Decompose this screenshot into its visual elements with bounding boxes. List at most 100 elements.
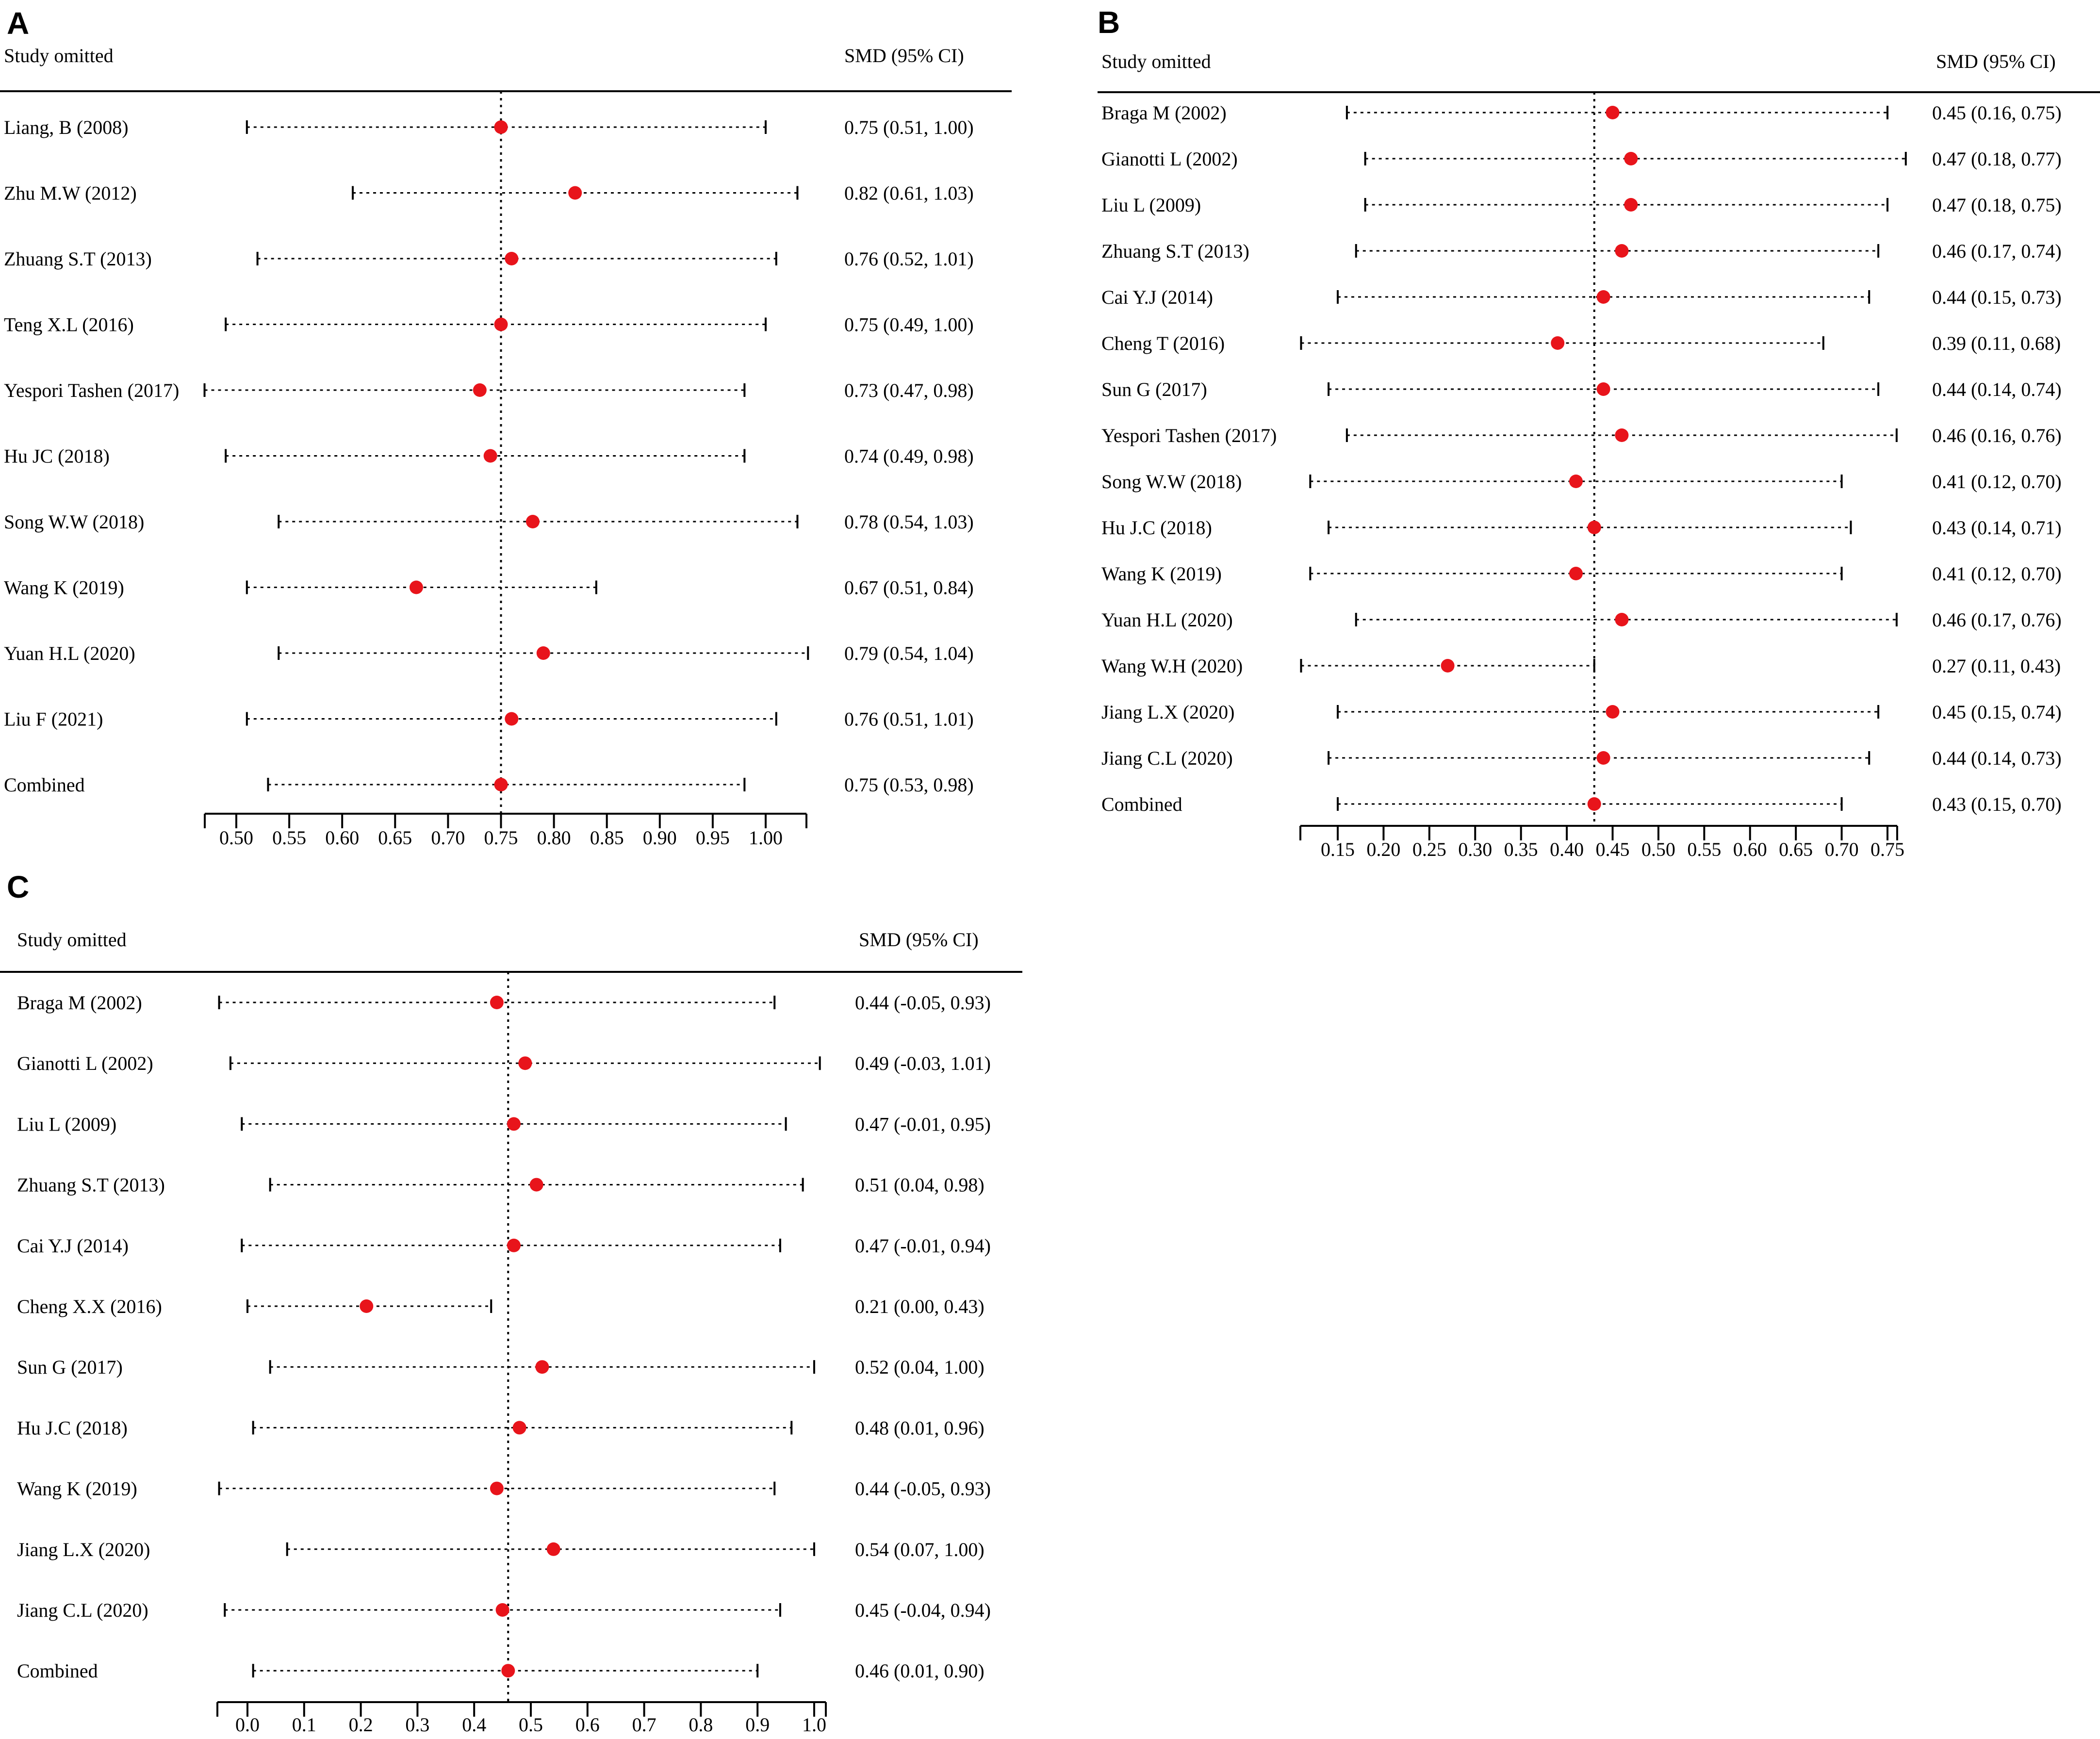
study-label: Jiang L.X (2020)	[17, 1539, 150, 1560]
study-ci-text: 0.78 (0.54, 1.03)	[844, 511, 974, 533]
x-tick-label: 0.70	[431, 827, 465, 849]
study-row: Combined 0.43 (0.15, 0.70)	[1101, 793, 2062, 815]
study-row: Wang W.H (2020) 0.27 (0.11, 0.43)	[1101, 655, 2061, 677]
point-estimate	[568, 186, 582, 200]
study-label: Hu J.C (2018)	[17, 1417, 128, 1439]
x-tick-label: 0.4	[462, 1714, 486, 1736]
study-row: Gianotti L (2002) 0.47 (0.18, 0.77)	[1101, 148, 2062, 170]
panel-letter: C	[7, 870, 29, 904]
study-row: Hu J.C (2018) 0.48 (0.01, 0.96)	[17, 1417, 984, 1439]
point-estimate	[1596, 751, 1610, 765]
study-row: Cheng X.X (2016) 0.21 (0.00, 0.43)	[17, 1296, 984, 1317]
panel-c: C Study omitted SMD (95% CI) Braga M (2002)…	[0, 870, 1022, 1736]
study-ci-text: 0.44 (0.15, 0.73)	[1932, 286, 2062, 308]
study-ci-text: 0.75 (0.49, 1.00)	[844, 314, 974, 336]
study-ci-text: 0.46 (0.17, 0.76)	[1932, 609, 2062, 631]
point-estimate	[546, 1542, 560, 1556]
study-ci-text: 0.47 (-0.01, 0.95)	[855, 1113, 991, 1135]
study-row: Cai Y.J (2014) 0.44 (0.15, 0.73)	[1101, 286, 2062, 308]
study-row: Zhuang S.T (2013) 0.76 (0.52, 1.01)	[4, 248, 974, 270]
x-tick-label: 0.3	[405, 1714, 429, 1736]
point-estimate	[1596, 382, 1610, 396]
x-tick-label: 0.45	[1596, 838, 1630, 860]
study-ci-text: 0.44 (-0.05, 0.93)	[855, 1478, 991, 1500]
point-estimate	[1606, 106, 1620, 119]
x-tick-label: 0.6	[575, 1714, 600, 1736]
study-label: Zhuang S.T (2013)	[1101, 240, 1249, 262]
study-row: Song W.W (2018) 0.41 (0.12, 0.70)	[1101, 471, 2062, 492]
study-row: Braga M (2002) 0.44 (-0.05, 0.93)	[17, 992, 991, 1014]
point-estimate	[1569, 567, 1583, 580]
study-ci-text: 0.43 (0.14, 0.71)	[1932, 517, 2062, 539]
point-estimate	[501, 1664, 515, 1678]
point-estimate	[1587, 521, 1601, 534]
point-estimate	[507, 1238, 521, 1252]
study-ci-text: 0.49 (-0.03, 1.01)	[855, 1052, 991, 1074]
x-tick-label: 0.8	[689, 1714, 713, 1736]
study-ci-text: 0.75 (0.51, 1.00)	[844, 116, 974, 138]
study-label: Jiang L.X (2020)	[1101, 701, 1234, 723]
point-estimate	[1596, 290, 1610, 304]
study-row: Cheng T (2016) 0.39 (0.11, 0.68)	[1101, 332, 2061, 354]
study-label: Yespori Tashen (2017)	[1101, 425, 1277, 446]
study-label: Liu L (2009)	[17, 1113, 116, 1135]
study-ci-text: 0.43 (0.15, 0.70)	[1932, 793, 2062, 815]
study-label: Cai Y.J (2014)	[1101, 286, 1213, 308]
study-label: Gianotti L (2002)	[17, 1052, 153, 1074]
study-label: Zhuang S.T (2013)	[17, 1174, 165, 1196]
study-ci-text: 0.45 (0.16, 0.75)	[1932, 102, 2062, 124]
panel-letter: A	[7, 6, 29, 41]
study-row: Hu J.C (2018) 0.43 (0.14, 0.71)	[1101, 517, 2062, 539]
study-label: Gianotti L (2002)	[1101, 148, 1238, 170]
study-label: Yuan H.L (2020)	[1101, 609, 1233, 631]
study-row: Sun G (2017) 0.44 (0.14, 0.74)	[1101, 378, 2062, 400]
study-ci-text: 0.44 (0.14, 0.74)	[1932, 378, 2062, 400]
x-tick-label: 0.20	[1366, 838, 1400, 860]
study-ci-text: 0.73 (0.47, 0.98)	[844, 379, 974, 401]
study-label: Zhu M.W (2012)	[4, 182, 137, 204]
study-row: Combined 0.75 (0.53, 0.98)	[4, 774, 974, 796]
point-estimate	[1606, 705, 1620, 719]
point-estimate	[1615, 613, 1629, 626]
study-label: Hu JC (2018)	[4, 445, 110, 467]
point-estimate	[1441, 659, 1455, 673]
study-ci-text: 0.44 (0.14, 0.73)	[1932, 747, 2062, 769]
point-estimate	[1551, 336, 1565, 350]
study-label: Cai Y.J (2014)	[17, 1235, 129, 1257]
study-ci-text: 0.79 (0.54, 1.04)	[844, 642, 974, 664]
study-row: Combined 0.46 (0.01, 0.90)	[17, 1660, 984, 1682]
study-label: Cheng T (2016)	[1101, 332, 1225, 354]
study-label: Sun G (2017)	[1101, 378, 1207, 400]
point-estimate	[495, 1603, 509, 1617]
study-ci-text: 0.82 (0.61, 1.03)	[844, 182, 974, 204]
point-estimate	[529, 1178, 543, 1192]
point-estimate	[494, 317, 508, 331]
x-tick-label: 0.40	[1550, 838, 1584, 860]
study-row: Hu JC (2018) 0.74 (0.49, 0.98)	[4, 445, 974, 467]
study-ci-text: 0.48 (0.01, 0.96)	[855, 1417, 984, 1439]
x-tick-label: 0.35	[1504, 838, 1538, 860]
x-tick-label: 0.85	[590, 827, 624, 849]
study-ci-text: 0.46 (0.01, 0.90)	[855, 1660, 984, 1682]
header-study-omitted: Study omitted	[4, 45, 114, 66]
study-row: Yuan H.L (2020) 0.79 (0.54, 1.04)	[4, 642, 974, 664]
study-label: Teng X.L (2016)	[4, 314, 134, 336]
study-label: Liang, B (2008)	[4, 116, 129, 138]
x-tick-label: 0.60	[1733, 838, 1767, 860]
point-estimate	[518, 1056, 532, 1070]
point-estimate	[1615, 428, 1629, 442]
study-label: Song W.W (2018)	[4, 511, 144, 533]
study-label: Combined	[4, 774, 85, 796]
x-tick-label: 0.9	[745, 1714, 770, 1736]
study-row: Liang, B (2008) 0.75 (0.51, 1.00)	[4, 116, 974, 138]
point-estimate	[1615, 244, 1629, 258]
study-label: Wang W.H (2020)	[1101, 655, 1243, 677]
x-tick-label: 0.7	[632, 1714, 656, 1736]
x-tick-label: 0.90	[643, 827, 677, 849]
study-row: Teng X.L (2016) 0.75 (0.49, 1.00)	[4, 314, 974, 336]
x-tick-label: 0.50	[219, 827, 253, 849]
study-row: Liu F (2021) 0.76 (0.51, 1.01)	[4, 708, 974, 730]
point-estimate	[535, 1360, 549, 1374]
study-label: Cheng X.X (2016)	[17, 1296, 162, 1317]
